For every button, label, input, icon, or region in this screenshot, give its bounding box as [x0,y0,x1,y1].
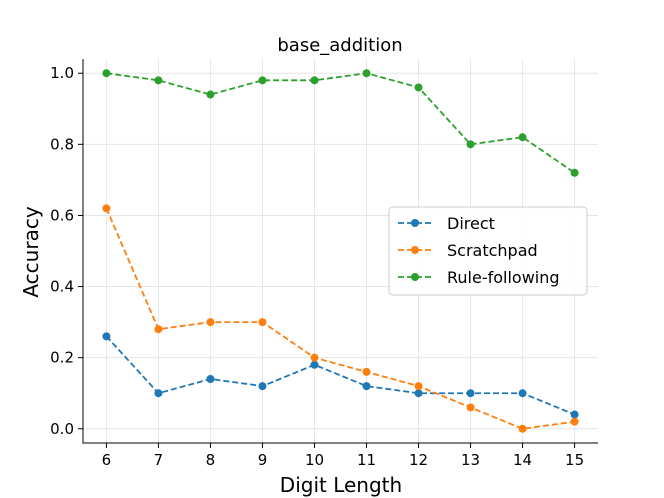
series-direct [102,332,579,419]
series-layer [102,69,579,433]
series-rule-following [102,69,579,177]
x-tick-label: 12 [409,451,428,469]
data-point [570,410,579,419]
data-point [258,318,267,327]
x-tick-label: 7 [154,451,164,469]
data-point [258,76,267,85]
data-point [466,389,475,398]
y-tick-label: 0.8 [50,135,74,153]
legend-swatch-marker [411,273,419,281]
data-point [570,168,579,177]
data-point [206,90,215,99]
data-point [466,403,475,412]
data-point [102,69,111,78]
legend-label: Direct [447,214,495,233]
data-point [258,382,267,391]
legend-swatch-marker [411,219,419,227]
x-tick-label: 11 [357,451,376,469]
x-tick-label: 14 [513,451,532,469]
legend-swatch-marker [411,246,419,254]
data-point [102,204,111,213]
legend-item: Scratchpad [398,241,538,260]
chart-title: base_addition [277,35,402,56]
data-point [362,382,371,391]
x-tick-label: 10 [305,451,324,469]
x-tick-label: 6 [102,451,112,469]
series-line [106,72,576,174]
data-point [102,332,111,341]
x-axis-title: Digit Length [280,473,402,497]
data-point [206,375,215,383]
data-point [414,389,423,398]
data-point [518,389,527,398]
data-point [414,382,423,391]
y-tick-label: 0.0 [50,420,74,438]
data-point [154,325,163,334]
data-point [570,417,579,426]
data-point [414,83,423,92]
legend-label: Rule-following [447,268,560,287]
series-line [105,335,575,416]
axis-spines [82,59,598,444]
data-point [310,360,319,369]
y-tick-label: 0.4 [50,278,74,296]
y-axis-title: Accuracy [19,206,43,297]
legend-box [388,206,588,296]
legend-label: Scratchpad [447,241,538,260]
data-point [466,140,475,149]
x-tick-label: 13 [461,451,480,469]
data-point [518,424,527,433]
data-point [362,367,371,376]
data-point [310,353,319,362]
series-line [105,207,575,430]
y-tick-label: 1.0 [50,64,74,82]
y-tick-label: 0.6 [50,206,74,224]
x-tick-label: 9 [258,451,268,469]
data-point [154,389,163,398]
y-tick-label: 0.2 [50,349,74,367]
data-point [310,76,319,85]
series-scratchpad [102,204,579,433]
axes: 6 7 8 9 10 11 12 13 14 15 0.0 0.2 0.4 0.6 0.8 1.0 [50,59,598,469]
data-point [362,69,371,78]
data-point [154,76,163,85]
x-tick-label: 8 [206,451,216,469]
legend: Direct Scratchpad Rule-following [388,206,588,296]
data-point [518,133,527,142]
legend-item: Rule-following [398,268,560,287]
data-point [206,318,215,327]
x-tick-label: 15 [565,451,584,469]
legend-item: Direct [398,214,495,233]
